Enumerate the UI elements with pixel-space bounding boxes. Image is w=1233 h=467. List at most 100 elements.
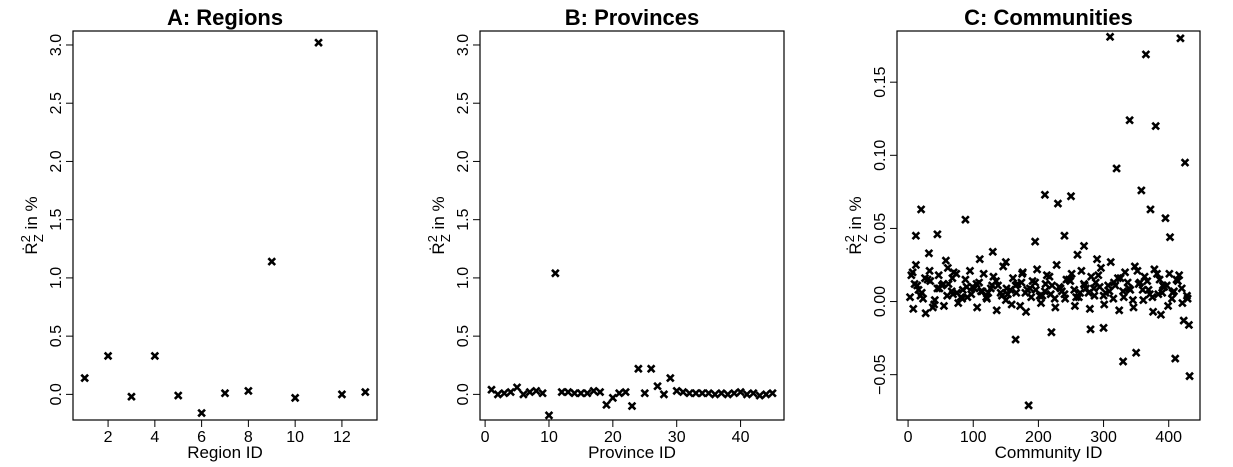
data-point bbox=[1106, 257, 1116, 267]
data-point bbox=[1067, 269, 1076, 279]
data-point bbox=[1161, 213, 1170, 223]
data-point bbox=[1030, 237, 1040, 246]
data-point bbox=[1051, 303, 1060, 312]
y-tick-label: 0.5 bbox=[48, 325, 65, 347]
data-point bbox=[697, 388, 707, 398]
x-tick-label: 100 bbox=[960, 429, 987, 446]
data-point bbox=[602, 400, 611, 410]
data-point bbox=[1026, 292, 1036, 302]
data-point bbox=[1141, 50, 1151, 59]
data-point bbox=[912, 281, 922, 290]
data-point bbox=[1015, 301, 1025, 311]
data-point bbox=[1177, 284, 1187, 293]
data-point bbox=[1013, 279, 1022, 289]
data-point bbox=[947, 286, 957, 296]
x-tick-label: 10 bbox=[286, 429, 304, 446]
data-point bbox=[1011, 335, 1020, 344]
data-point bbox=[1176, 33, 1185, 43]
x-tick-label: 300 bbox=[1090, 429, 1117, 446]
data-point bbox=[614, 388, 624, 398]
data-point bbox=[1185, 371, 1194, 381]
data-point bbox=[1086, 325, 1095, 334]
data-point bbox=[1079, 241, 1089, 251]
data-point bbox=[941, 256, 951, 265]
data-point bbox=[974, 278, 984, 287]
data-point bbox=[1155, 275, 1164, 284]
panel-communities: C: Communities 0 100 200 300 400 Community ID −… bbox=[842, 5, 1201, 462]
data-point bbox=[1159, 282, 1169, 292]
data-point bbox=[1052, 260, 1061, 270]
x-tick-label: 40 bbox=[732, 429, 750, 446]
data-point bbox=[582, 388, 592, 398]
data-point bbox=[1125, 285, 1135, 295]
data-point bbox=[1081, 284, 1091, 293]
data-point bbox=[982, 294, 992, 303]
data-point bbox=[1140, 272, 1149, 282]
data-point bbox=[975, 254, 985, 264]
data-point bbox=[961, 215, 970, 224]
y-tick-label: 1.5 bbox=[455, 208, 472, 230]
data-point bbox=[544, 411, 554, 420]
x-axis-label: Region ID bbox=[187, 443, 263, 462]
data-point bbox=[717, 388, 726, 398]
y-tick-label: 2.5 bbox=[455, 92, 472, 114]
y-tick-label: 0.5 bbox=[455, 325, 472, 347]
x-axis-label: Community ID bbox=[995, 443, 1103, 462]
data-point bbox=[1042, 270, 1052, 280]
data-point bbox=[672, 386, 682, 396]
data-point bbox=[1123, 278, 1132, 287]
y-tick-label: 2.0 bbox=[455, 150, 472, 172]
data-point bbox=[961, 275, 970, 284]
data-point bbox=[736, 387, 745, 397]
data-point bbox=[197, 408, 206, 418]
data-point bbox=[1024, 401, 1033, 410]
data-point bbox=[665, 373, 675, 383]
data-point bbox=[908, 304, 918, 314]
y-tick-label: 0.10 bbox=[872, 140, 889, 171]
y-tick-label: 2.5 bbox=[48, 92, 65, 114]
data-point bbox=[1094, 270, 1103, 280]
data-point bbox=[1120, 267, 1130, 277]
data-point bbox=[723, 390, 733, 399]
data-point bbox=[1046, 289, 1056, 299]
x-tick-label: 2 bbox=[104, 429, 113, 446]
data-point bbox=[1069, 285, 1079, 295]
data-point bbox=[1041, 279, 1050, 289]
data-point bbox=[988, 247, 998, 257]
data-point bbox=[1001, 257, 1011, 267]
data-point bbox=[949, 267, 959, 277]
data-point bbox=[1021, 307, 1031, 317]
y-axis-label: Ṙ2Z in % bbox=[18, 196, 46, 254]
x-tick-label: 4 bbox=[150, 429, 159, 446]
data-point bbox=[1077, 266, 1086, 276]
data-point bbox=[1131, 348, 1141, 358]
data-point bbox=[512, 383, 522, 392]
data-point bbox=[1128, 295, 1138, 305]
y-tick-label: 2.0 bbox=[48, 150, 65, 172]
data-point bbox=[1017, 269, 1027, 279]
data-point bbox=[978, 286, 987, 296]
data-point bbox=[761, 390, 771, 399]
data-point bbox=[519, 390, 528, 399]
data-point bbox=[557, 387, 567, 397]
y-tick-label: 1.5 bbox=[48, 208, 65, 230]
data-point bbox=[627, 401, 637, 411]
data-point bbox=[1163, 301, 1173, 311]
data-point bbox=[1047, 281, 1057, 290]
x-tick-label: 0 bbox=[481, 429, 490, 446]
data-point bbox=[1031, 285, 1041, 295]
data-point bbox=[938, 279, 948, 289]
data-point bbox=[939, 301, 949, 311]
x-tick-label: 0 bbox=[904, 429, 913, 446]
data-point bbox=[934, 270, 944, 280]
data-point bbox=[1105, 32, 1115, 42]
chart-title: C: Communities bbox=[964, 5, 1133, 30]
data-point bbox=[1002, 284, 1011, 293]
data-point bbox=[1165, 232, 1175, 242]
data-point bbox=[103, 351, 113, 361]
data-point bbox=[127, 392, 136, 402]
data-point bbox=[646, 364, 656, 374]
data-point bbox=[1101, 288, 1110, 298]
data-point bbox=[1146, 205, 1155, 214]
